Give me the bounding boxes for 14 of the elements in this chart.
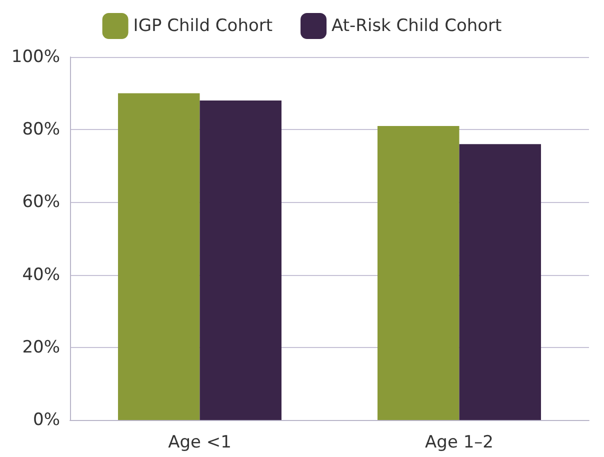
bar bbox=[459, 144, 541, 420]
y-tick-label: 0% bbox=[33, 410, 60, 430]
y-tick-label: 100% bbox=[11, 47, 60, 67]
y-tick-label: 20% bbox=[22, 337, 60, 358]
x-tick-label: Age 1–2 bbox=[425, 432, 494, 452]
y-tick-label: 40% bbox=[22, 264, 60, 285]
bar bbox=[200, 100, 282, 420]
legend-label: IGP Child Cohort bbox=[133, 16, 273, 36]
y-tick-label: 60% bbox=[22, 192, 60, 212]
legend-label: At-Risk Child Cohort bbox=[332, 16, 502, 36]
x-tick-label: Age <1 bbox=[168, 432, 232, 452]
y-tick-label: 80% bbox=[22, 120, 60, 140]
bar bbox=[118, 93, 200, 420]
bar bbox=[378, 126, 460, 420]
